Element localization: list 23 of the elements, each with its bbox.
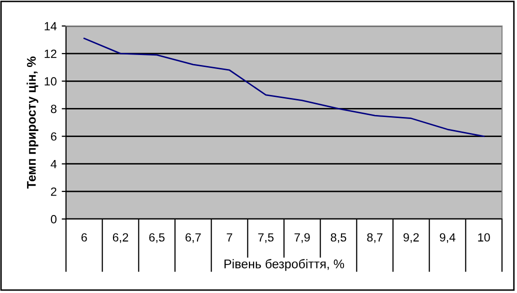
x-tick-label: 7,9: [294, 233, 310, 243]
line-series: [83, 38, 485, 137]
y-tick-label: 2: [51, 187, 56, 196]
y-tick-label: 6: [51, 132, 56, 141]
x-axis-title: Рівень безробіття, %: [224, 259, 344, 271]
x-tick-label: 6,2: [112, 233, 128, 243]
y-tick-label: 12: [44, 50, 56, 58]
x-tick-label: 7,5: [258, 233, 274, 243]
x-tick-label: 7: [226, 233, 232, 242]
y-tick-label: 0: [50, 215, 57, 224]
x-tick-label: 10: [478, 233, 490, 242]
x-tick-label: 9,4: [440, 233, 456, 243]
x-tick-label: 8,5: [330, 233, 346, 243]
x-tick-label: 9,2: [404, 233, 419, 243]
x-tick-label: 6,5: [149, 233, 165, 243]
y-tick-label: 4: [50, 160, 57, 168]
x-tick-label: 6: [81, 233, 87, 242]
y-tick-label: 8: [50, 104, 56, 114]
x-tick-label: 6,7: [186, 233, 201, 243]
y-tick-label: 14: [44, 22, 57, 30]
x-tick-label: 8,7: [367, 233, 382, 243]
y-tick-label: 10: [44, 77, 57, 86]
y-axis-title: Темп приросту цін, %: [26, 56, 38, 189]
